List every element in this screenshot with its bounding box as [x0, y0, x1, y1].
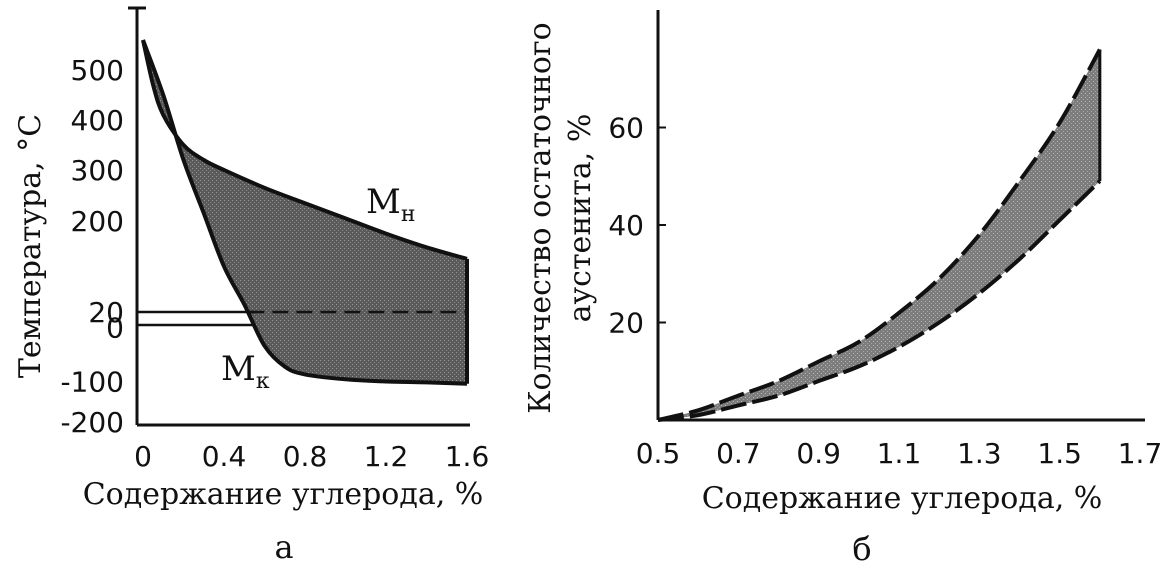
chart-a-y-ticks: 500 400 300 200 200 -100 -200	[60, 54, 124, 439]
chart-b-y-tick-label: 60	[608, 112, 644, 145]
chart-a-x-axis-label: Содержание углерода, %	[83, 477, 484, 512]
chart-a-martensite-band	[141, 39, 469, 386]
chart-b-x-tick-label: 0.9	[796, 437, 841, 470]
chart-a-y-tick-label: 300	[71, 154, 124, 187]
chart-a-mn-curve	[141, 39, 468, 261]
chart-a-panel-label: а	[274, 528, 293, 566]
chart-a-band-fill	[143, 40, 467, 384]
chart-b-austenite-band	[657, 48, 1102, 422]
chart-b-x-ticks: 0.5 0.7 0.9 1.1 1.3 1.5 1.7	[636, 437, 1163, 470]
chart-b-x-axis-label: Содержание углерода, %	[702, 481, 1103, 516]
chart-a-mk-curve	[141, 39, 468, 386]
chart-b-y-axis-label-line2: аустенита, %	[563, 114, 598, 323]
chart-b-x-tick-label: 1.1	[877, 437, 922, 470]
chart-b-y-ticks: 20 40 60	[608, 112, 666, 340]
chart-a-x-ticks: 0 0.4 0.8 1.2 1.6	[134, 440, 489, 473]
chart-a-y-tick-label: 500	[71, 54, 124, 87]
chart-b: 0.5 0.7 0.9 1.1 1.3 1.5 1.7 20 40 60 Содержание …	[523, 10, 1162, 568]
chart-b-x-tick-label: 0.7	[716, 437, 761, 470]
chart-b-x-tick-label: 1.5	[1037, 437, 1082, 470]
chart-b-x-tick-label: 1.3	[957, 437, 1002, 470]
chart-b-band-fill	[658, 49, 1100, 420]
chart-a-y-tick-label: -200	[60, 406, 124, 439]
chart-b-upper-curve	[657, 48, 1102, 422]
chart-a-y-tick-label: 0	[106, 312, 124, 345]
chart-a-mn-label: Mн	[366, 182, 416, 227]
chart-b-panel-label: б	[852, 530, 871, 568]
chart-b-lower-curve	[657, 179, 1102, 422]
chart-a-x-tick-label: 1.6	[445, 440, 490, 473]
chart-a-reference-lines	[137, 310, 467, 327]
chart-a-x-tick-label: 0.8	[283, 440, 328, 473]
chart-b-y-tick-label: 20	[608, 307, 644, 340]
chart-b-y-axis-label-line1: Количество остаточного	[523, 22, 558, 413]
chart-a-y-axis-label: Температура, °С	[13, 114, 48, 378]
chart-a-y-tick-label: -100	[60, 366, 124, 399]
chart-b-y-tick-label: 40	[608, 209, 644, 242]
chart-a-mk-label: Mк	[221, 349, 270, 394]
chart-a-y-tick-label: 200	[71, 205, 124, 238]
chart-a-x-tick-label: 0	[134, 440, 152, 473]
chart-b-x-tick-label: 0.5	[636, 437, 681, 470]
chart-a-x-tick-label: 0.4	[202, 440, 247, 473]
chart-a-x-tick-label: 1.2	[364, 440, 409, 473]
chart-b-x-tick-label: 1.7	[1118, 437, 1163, 470]
chart-a-y-tick-label: 20	[88, 296, 124, 329]
chart-a-y-tick-label: 400	[71, 104, 124, 137]
